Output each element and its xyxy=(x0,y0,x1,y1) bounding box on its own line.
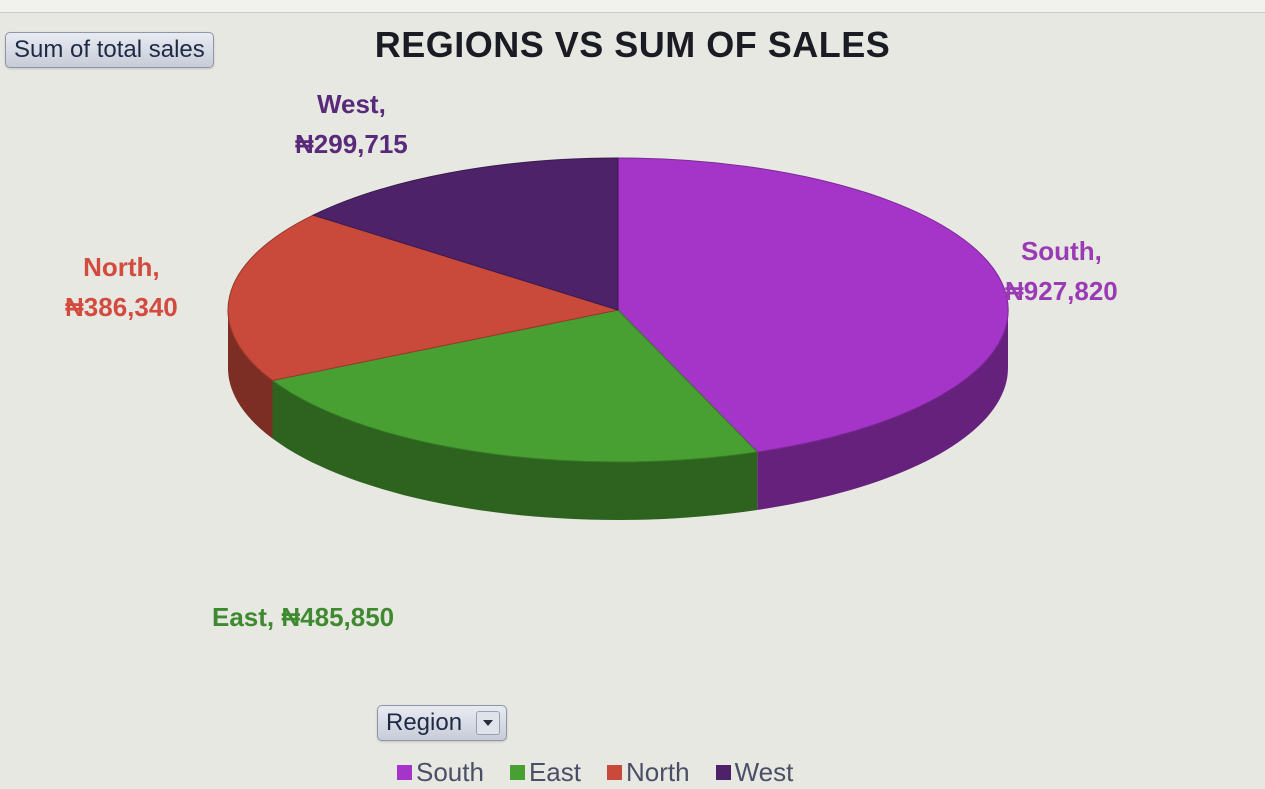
pie-sides xyxy=(228,310,1008,520)
sum-of-total-sales-field-button[interactable]: Sum of total sales xyxy=(5,32,214,68)
legend-item-north: North xyxy=(606,757,690,788)
legend-label-east: East xyxy=(528,757,581,787)
data-label-west-name: West, xyxy=(316,89,386,119)
data-label-west: West, ₦299,715 xyxy=(295,84,408,164)
pie-slice-east[interactable] xyxy=(271,309,759,463)
data-label-south: South, ₦927,820 xyxy=(1005,231,1118,311)
pie-side-south xyxy=(757,310,1008,510)
data-label-north-name: North, xyxy=(83,252,160,282)
data-label-west-value: ₦299,715 xyxy=(295,129,408,159)
sheet-gridline xyxy=(0,0,1265,13)
legend-item-east: East xyxy=(509,757,581,788)
chevron-down-icon[interactable] xyxy=(476,711,501,735)
legend-label-west: West xyxy=(734,757,794,787)
pie-slice-north[interactable] xyxy=(227,214,619,382)
legend-swatch-south xyxy=(397,765,412,780)
legend: South East North West xyxy=(397,757,793,788)
pie-side-north xyxy=(228,310,273,439)
data-label-north: North, ₦386,340 xyxy=(65,247,178,327)
legend-item-west: West xyxy=(715,757,794,788)
data-label-east-text: East, ₦485,850 xyxy=(212,602,395,632)
legend-item-south: South xyxy=(397,757,484,788)
chart-title: REGIONS VS SUM OF SALES xyxy=(374,24,891,65)
pie-slice-west[interactable] xyxy=(311,157,619,311)
data-label-east: East, ₦485,850 xyxy=(212,597,394,637)
data-label-north-value: ₦386,340 xyxy=(65,292,178,322)
legend-label-south: South xyxy=(416,757,484,787)
legend-label-north: North xyxy=(625,757,690,787)
legend-swatch-east xyxy=(509,765,525,780)
data-label-south-name: South, xyxy=(1020,236,1102,266)
data-label-south-value: ₦927,820 xyxy=(1005,276,1118,306)
pie-top xyxy=(227,157,1009,463)
region-field-label: Region xyxy=(386,709,463,736)
region-field-button[interactable]: Region xyxy=(377,705,508,741)
legend-swatch-west xyxy=(715,765,731,780)
pie-slice-south[interactable] xyxy=(617,157,1009,453)
pie-side-east xyxy=(272,380,758,520)
legend-swatch-north xyxy=(606,765,622,780)
